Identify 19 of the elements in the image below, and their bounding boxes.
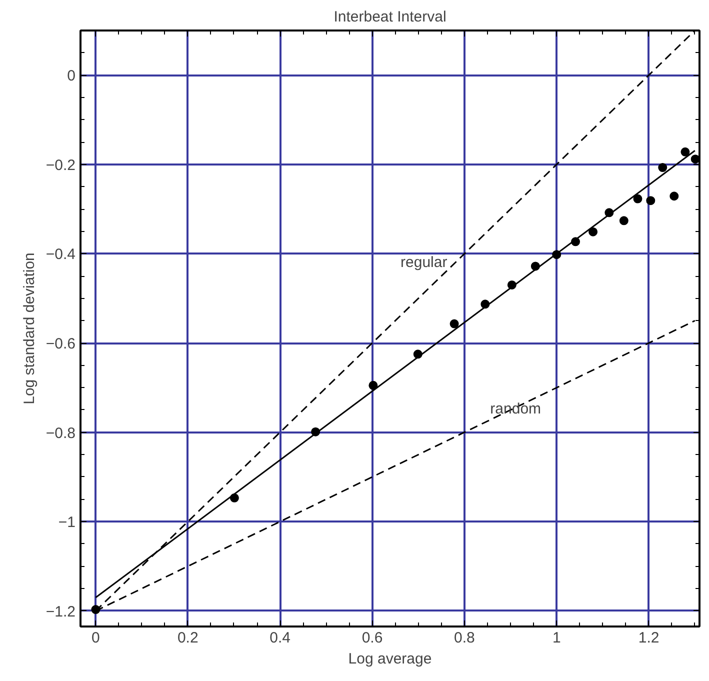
series-label: regular	[400, 254, 448, 272]
y-tick-label: −0.2	[46, 156, 76, 174]
x-tick-label: 0.6	[362, 630, 383, 646]
series-label: random	[490, 400, 542, 418]
x-tick-label: 0	[92, 630, 100, 646]
x-tick-label: 0.4	[270, 630, 291, 646]
y-tick-label: −1.2	[46, 603, 76, 620]
y-tick-label: −1	[58, 514, 76, 532]
x-tick-label: 1.2	[638, 630, 660, 646]
chart-title: Interbeat Interval	[334, 8, 446, 26]
y-tick-label: −0.4	[46, 246, 76, 264]
y-tick-label: 0	[67, 68, 76, 85]
x-axis-title: Log average	[348, 650, 432, 668]
y-tick-label: −0.8	[46, 424, 76, 442]
x-tick-label: 0.2	[177, 630, 198, 646]
y-tick-label: −0.6	[46, 336, 76, 353]
x-tick-label: 1	[552, 630, 561, 646]
x-tick-label: 0.8	[454, 630, 475, 646]
y-axis-title: Log standard deviation	[20, 252, 38, 404]
